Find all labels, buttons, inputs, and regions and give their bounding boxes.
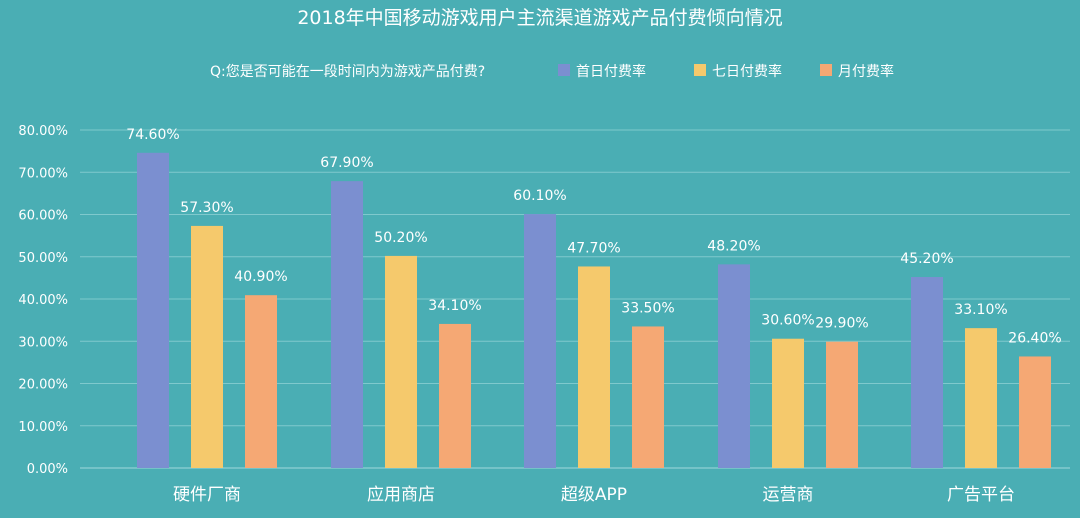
x-tick-label: 广告平台 (947, 485, 1015, 505)
data-label: 29.90% (815, 316, 868, 332)
data-label: 33.10% (954, 302, 1007, 318)
legend-swatch (820, 64, 832, 76)
data-label: 48.20% (707, 238, 760, 254)
x-tick-label: 运营商 (763, 485, 814, 505)
bar (191, 225, 223, 468)
legend: 首日付费率 七日付费率 月付费率 (558, 63, 894, 80)
data-label: 40.90% (234, 269, 287, 285)
y-tick-label: 30.00% (18, 335, 68, 350)
chart-title: 2018年中国移动游戏用户主流渠道游戏产品付费倾向情况 (297, 7, 782, 29)
x-axis: 硬件厂商 应用商店 超级APP 运营商 广告平台 (173, 485, 1015, 505)
legend-swatch (558, 64, 570, 76)
data-label: 34.10% (428, 298, 481, 314)
x-tick-label: 超级APP (561, 485, 627, 505)
y-tick-label: 0.00% (27, 462, 68, 477)
y-tick-label: 80.00% (18, 124, 68, 139)
y-tick-label: 50.00% (18, 251, 68, 266)
data-label: 60.10% (513, 188, 566, 204)
bar (718, 264, 750, 468)
y-tick-label: 70.00% (18, 166, 68, 181)
data-label: 30.60% (761, 313, 814, 329)
data-label: 33.50% (621, 300, 674, 316)
data-label: 74.60% (126, 127, 179, 143)
bar (578, 266, 610, 468)
data-labels: 74.60% 57.30% 40.90% 67.90% 50.20% 34.10% 60.1… (126, 127, 1061, 347)
legend-label: 首日付费率 (576, 63, 646, 80)
y-tick-label: 60.00% (18, 209, 68, 224)
legend-label: 月付费率 (838, 63, 894, 80)
data-label: 26.40% (1008, 330, 1061, 346)
data-label: 57.30% (180, 200, 233, 216)
bar (524, 214, 556, 468)
y-tick-label: 10.00% (18, 420, 68, 435)
bar (1019, 356, 1051, 468)
bar (137, 152, 169, 468)
bar (965, 328, 997, 468)
legend-label: 七日付费率 (712, 63, 782, 80)
data-label: 67.90% (320, 155, 373, 171)
bar (331, 181, 363, 468)
y-tick-label: 40.00% (18, 293, 68, 308)
y-tick-label: 20.00% (18, 378, 68, 393)
x-tick-label: 硬件厂商 (173, 485, 241, 505)
data-label: 45.20% (900, 251, 953, 267)
bar (772, 338, 804, 468)
bar (385, 255, 417, 468)
x-tick-label: 应用商店 (367, 485, 435, 505)
chart-question: Q:您是否可能在一段时间内为游戏产品付费? (210, 63, 485, 80)
bar (911, 277, 943, 468)
bar (245, 295, 277, 468)
bar (632, 326, 664, 468)
y-axis: 0.00% 10.00% 20.00% 30.00% 40.00% 50.00% 60.00… (18, 124, 68, 477)
bar (439, 323, 471, 468)
legend-swatch (694, 64, 706, 76)
bars (137, 152, 1051, 468)
data-label: 50.20% (374, 230, 427, 246)
bar (826, 341, 858, 468)
data-label: 47.70% (567, 240, 620, 256)
